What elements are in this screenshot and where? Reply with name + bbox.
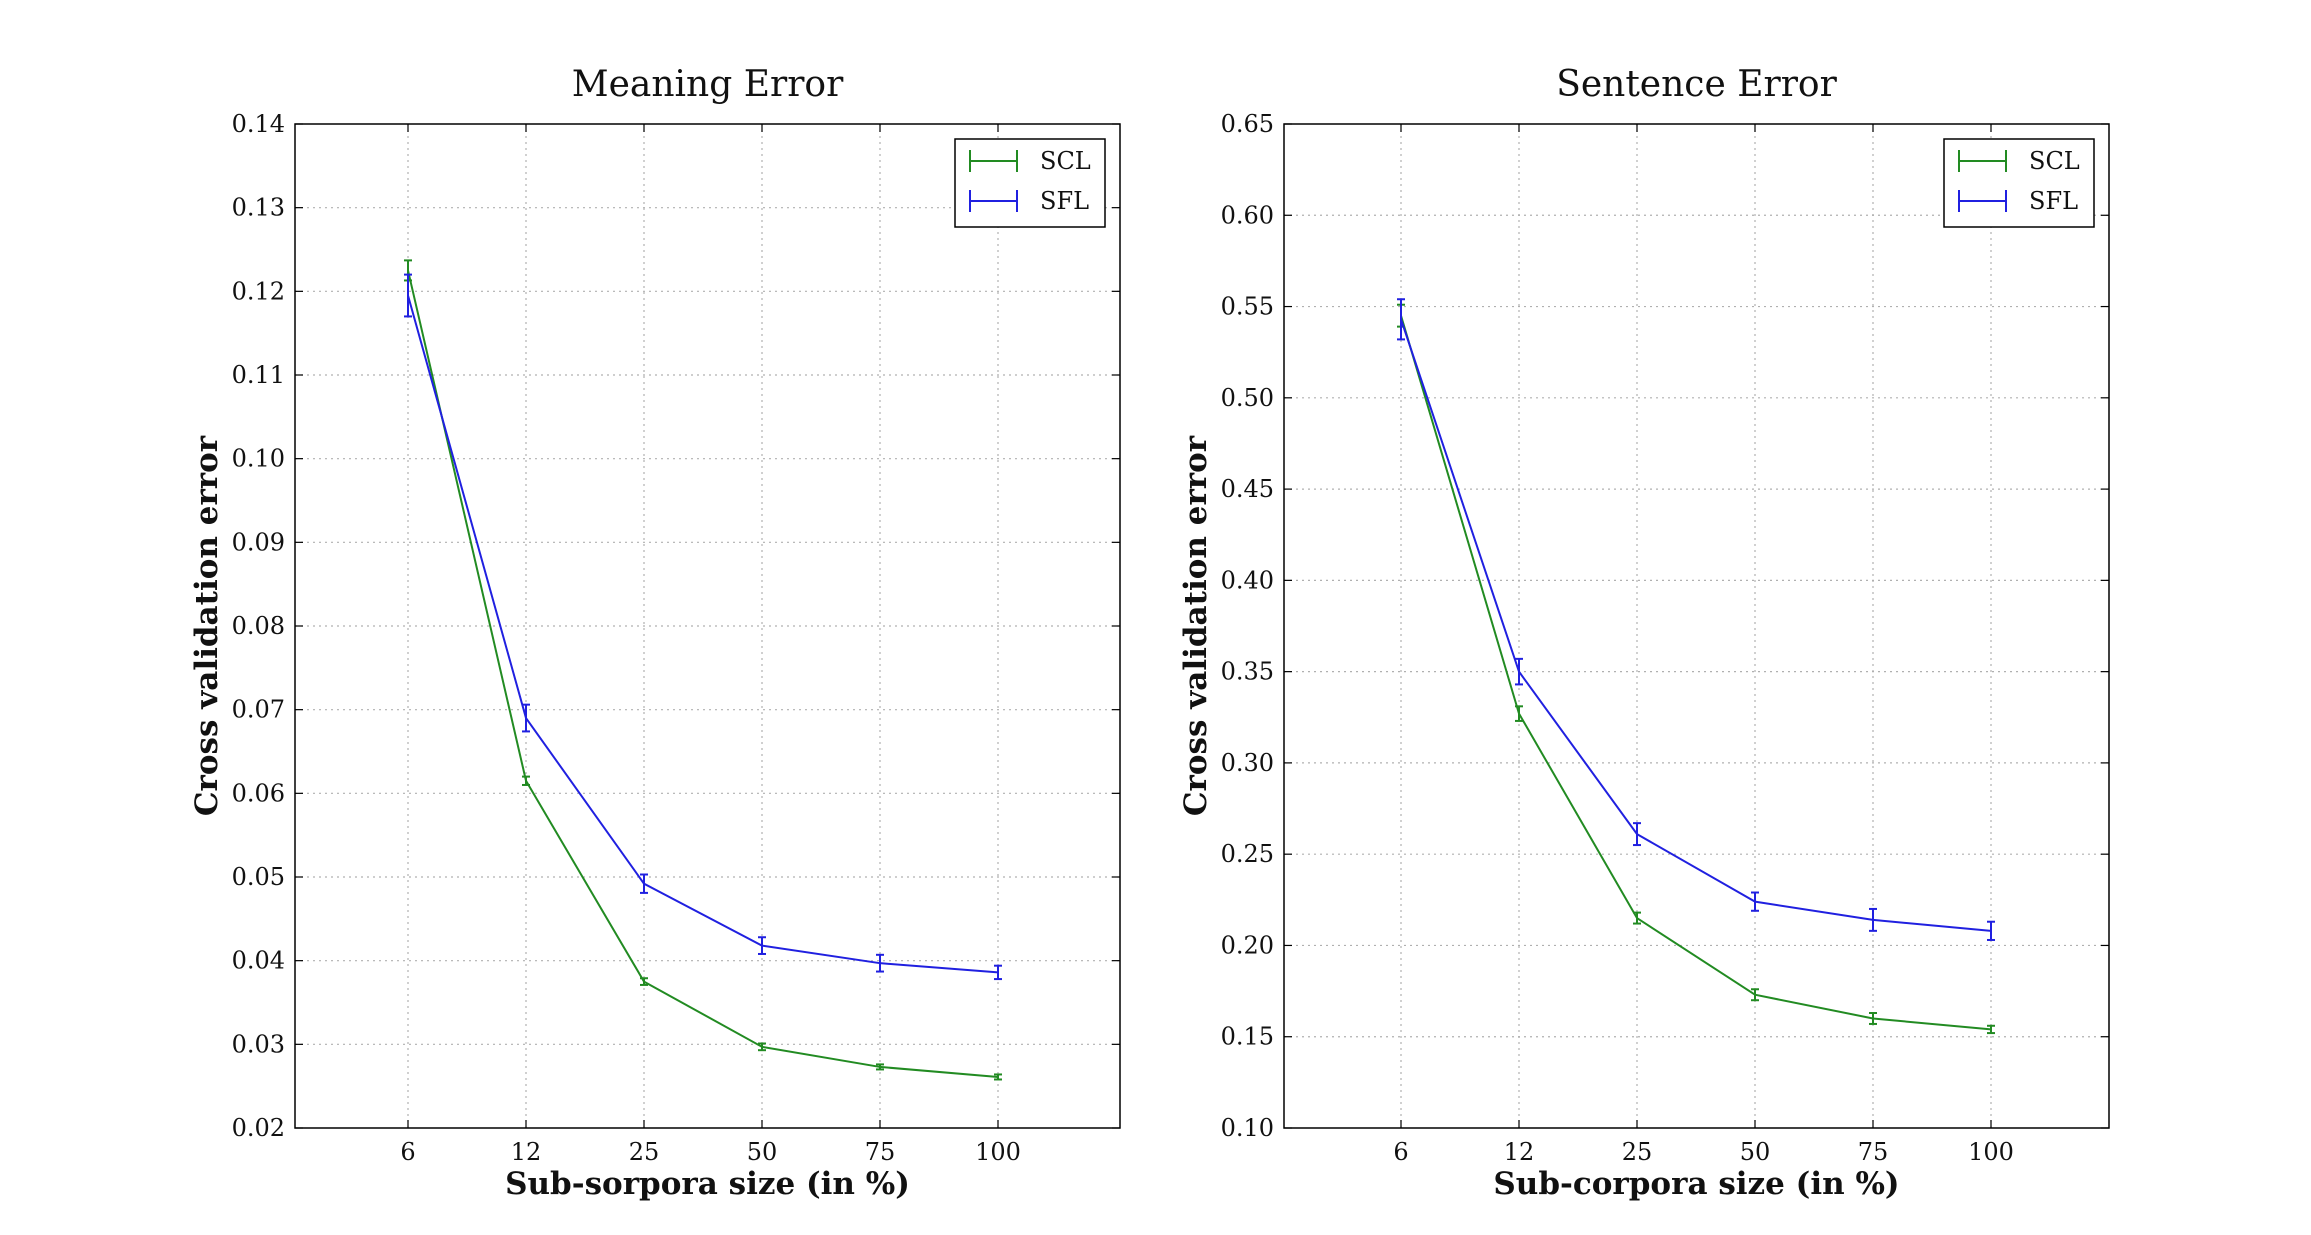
x-tick-label: 75 (1858, 1138, 1889, 1166)
y-tick-label: 0.35 (1221, 658, 1274, 686)
y-tick-label: 0.45 (1221, 475, 1274, 503)
y-tick-label: 0.08 (232, 612, 285, 640)
legend: SCL SFL (1943, 138, 2095, 228)
legend: SCL SFL (954, 138, 1106, 228)
x-tick-label: 12 (1504, 1138, 1535, 1166)
y-tick-label: 0.05 (232, 863, 285, 891)
y-tick-label: 0.12 (232, 277, 285, 305)
y-tick-label: 0.30 (1221, 749, 1274, 777)
y-tick-label: 0.10 (1221, 1114, 1274, 1142)
series-line-sfl (407, 295, 999, 974)
y-tick-label: 0.60 (1221, 201, 1274, 229)
y-tick-label: 0.25 (1221, 840, 1274, 868)
y-tick-label: 0.65 (1221, 110, 1274, 138)
y-tick-label: 0.20 (1221, 931, 1274, 959)
x-tick-label: 75 (865, 1138, 896, 1166)
y-tick-label: 0.06 (232, 779, 285, 807)
x-tick-label: 6 (400, 1138, 415, 1166)
x-tick-label: 6 (1393, 1138, 1408, 1166)
y-tick-label: 0.15 (1221, 1023, 1274, 1051)
y-tick-label: 0.02 (232, 1114, 285, 1142)
x-tick-label: 25 (629, 1138, 660, 1166)
chart-title: Meaning Error (572, 64, 844, 105)
legend-box (1943, 138, 2095, 228)
y-axis-label: Cross validation error (189, 435, 225, 816)
plot-frame (1283, 123, 2110, 1129)
chart-panel-1: 0.02 0.03 0.04 0.05 0.06 0.07 0.08 0.09 0.10 0.11… (189, 64, 1121, 1202)
x-tick-label: 50 (747, 1138, 778, 1166)
x-tick-label: 25 (1622, 1138, 1653, 1166)
legend-label-scl: SCL (2029, 147, 2080, 175)
x-axis-label: Sub-sorpora size (in %) (505, 1166, 910, 1202)
plot-frame (294, 123, 1121, 1129)
x-tick-label: 12 (511, 1138, 542, 1166)
chart-title: Sentence Error (1556, 64, 1837, 105)
y-tick-label: 0.10 (232, 445, 285, 473)
y-tick-label: 0.11 (232, 361, 285, 389)
y-tick-label: 0.13 (232, 194, 285, 222)
series-line-scl (407, 270, 999, 1078)
y-axis-label: Cross validation error (1178, 435, 1214, 816)
x-tick-label: 100 (1968, 1138, 2014, 1166)
y-tick-label: 0.55 (1221, 293, 1274, 321)
y-tick-label: 0.07 (232, 696, 285, 724)
y-tick-label: 0.50 (1221, 384, 1274, 412)
y-tick-label: 0.03 (232, 1030, 285, 1058)
chart-panel-2: 0.10 0.15 0.20 0.25 0.30 0.35 0.40 0.45 0.50 0.55… (1178, 64, 2110, 1202)
legend-box (954, 138, 1106, 228)
x-tick-label: 50 (1740, 1138, 1771, 1166)
series-line-sfl (1400, 319, 1992, 932)
legend-label-scl: SCL (1040, 147, 1091, 175)
y-tick-label: 0.04 (232, 947, 285, 975)
legend-label-sfl: SFL (1040, 187, 1089, 215)
series-line-scl (1400, 315, 1992, 1031)
x-tick-label: 100 (975, 1138, 1021, 1166)
x-axis-label: Sub-corpora size (in %) (1493, 1166, 1899, 1202)
y-tick-label: 0.09 (232, 528, 285, 556)
legend-label-sfl: SFL (2029, 187, 2078, 215)
y-tick-label: 0.40 (1221, 566, 1274, 594)
y-tick-label: 0.14 (232, 110, 285, 138)
